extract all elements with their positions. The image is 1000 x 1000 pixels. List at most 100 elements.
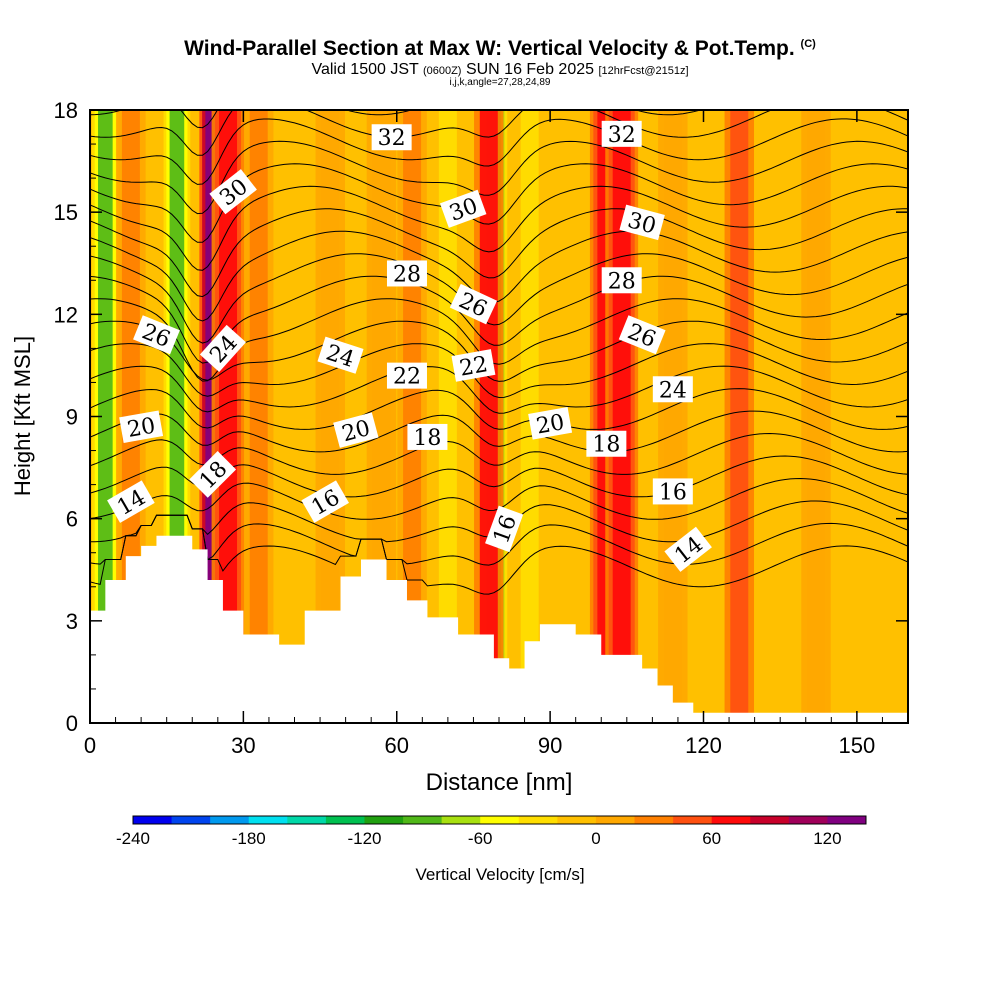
colorbar-segment: [403, 816, 443, 824]
colorbar-tick-label: -180: [232, 829, 266, 848]
contour-label: 20: [119, 410, 164, 443]
colorbar-segment: [133, 816, 173, 824]
theta-contour-line: [90, 208, 908, 298]
contour-label-box: [652, 376, 693, 403]
colorbar-segment: [634, 816, 674, 824]
chart-title-text: Wind-Parallel Section at Max W: Vertical…: [184, 37, 795, 60]
theta-contour-line: [90, 343, 908, 399]
contour-label: 16: [652, 478, 693, 505]
colorbar-segment: [595, 816, 636, 824]
theta-contour-line: [90, 514, 908, 595]
contour-label-box: [664, 526, 712, 572]
x-tick-label: 0: [84, 733, 96, 758]
theta-contour-line: [90, 432, 908, 475]
theta-contour-line: [90, 118, 908, 185]
colorbar-segment: [750, 816, 790, 824]
theta-contour-line: [90, 410, 908, 453]
x-tick-label: 30: [231, 733, 255, 758]
colorbar-segment: [480, 816, 520, 824]
colorbar-segment: [325, 816, 365, 824]
x-axis-label: Distance [nm]: [426, 769, 573, 796]
contour-label-text: 22: [393, 365, 421, 390]
velocity-cell: [321, 110, 340, 723]
colorbar-tick-label: -240: [116, 829, 150, 848]
theta-contour-line: [90, 320, 908, 382]
contour-label-box: [119, 410, 164, 443]
contour-label: 18: [407, 423, 448, 451]
colorbar-segment: [287, 816, 327, 824]
colorbar-segment: [210, 816, 250, 824]
contour-label-text: 28: [393, 262, 421, 287]
colorbar-segment: [441, 816, 481, 824]
contour-label: 22: [386, 362, 427, 390]
velocity-cell: [612, 110, 631, 723]
x-tick-label: 60: [385, 733, 409, 758]
contour-label: 32: [601, 120, 642, 148]
theta-contour-line: [90, 185, 908, 271]
contour-label-box: [619, 204, 665, 241]
colorbar-segment: [364, 816, 404, 824]
contour-label-box: [528, 407, 573, 440]
colorbar-segment: [248, 816, 288, 824]
contour-label-box: [317, 336, 364, 374]
colorbar-segment: [673, 816, 713, 824]
contour-label-box: [209, 169, 257, 215]
contour-label-box: [451, 349, 496, 382]
contour-label-box: [485, 505, 524, 553]
contour-label-box: [586, 430, 627, 457]
valid-prefix: Valid 1500 JST: [311, 61, 419, 78]
chart-title: Wind-Parallel Section at Max W: Vertical…: [0, 37, 1000, 61]
contour-label: 16: [301, 480, 349, 523]
y-tick-label: 0: [66, 711, 78, 736]
contour-label-box: [333, 412, 379, 448]
valid-date: SUN 16 Feb 2025: [465, 61, 595, 78]
y-tick-label: 3: [66, 609, 78, 634]
contour-label-text: 22: [458, 352, 490, 381]
x-tick-label: 150: [839, 733, 876, 758]
contour-label-text: 32: [378, 126, 406, 151]
colorbar-tick-label: 0: [591, 829, 600, 848]
colorbar-tick-label: -120: [347, 829, 381, 848]
x-tick-label: 90: [538, 733, 562, 758]
colorbar-segment: [171, 816, 211, 824]
theta-contour-line: [90, 253, 908, 344]
contour-label-box: [386, 260, 427, 287]
y-tick-label: 15: [54, 200, 78, 225]
contour-label-box: [133, 315, 180, 355]
contour-label-box: [407, 423, 448, 450]
colorbar-tick-label: 60: [702, 829, 721, 848]
contour-label-box: [439, 189, 487, 228]
chart-indices: i,j,k,angle=27,28,24,89: [449, 77, 551, 88]
contour-label-text: 32: [608, 123, 636, 148]
theta-contour-line: [90, 110, 908, 156]
contour-label-text: 16: [659, 480, 687, 505]
theta-contour-line: [90, 140, 908, 215]
contour-label-box: [449, 283, 498, 325]
velocity-cell: [663, 110, 682, 723]
chart-valid-time: Valid 1500 JST (0600Z) SUN 16 Feb 2025 […: [0, 61, 1000, 79]
terrain: [90, 535, 908, 723]
contour-label-text: 18: [592, 433, 620, 458]
y-tick-label: 6: [66, 507, 78, 532]
y-tick-label: 12: [54, 302, 78, 327]
velocity-cell: [249, 110, 268, 723]
theta-contour-line: [90, 388, 908, 430]
colorbar-segment: [711, 816, 751, 824]
valid-forecast: [12hrFcst@2151z]: [598, 65, 689, 77]
colorbar-frame: [132, 815, 867, 825]
contour-label: 30: [619, 204, 665, 241]
contour-label: 20: [528, 407, 573, 440]
colorbar-segment: [518, 816, 558, 824]
contour-label-text: 18: [413, 426, 441, 451]
colorbar-segment: [827, 816, 867, 824]
colorbar-segment: [557, 816, 597, 824]
colorbar-tick-label: -60: [468, 829, 493, 848]
chart-title-unit: (C): [800, 38, 816, 50]
contour-label-box: [107, 480, 155, 523]
velocity-cell: [479, 110, 498, 723]
theta-contour-line: [90, 514, 908, 566]
contour-label-box: [386, 362, 427, 389]
velocity-cell: [806, 110, 825, 723]
colorbar-segment: [788, 816, 828, 824]
